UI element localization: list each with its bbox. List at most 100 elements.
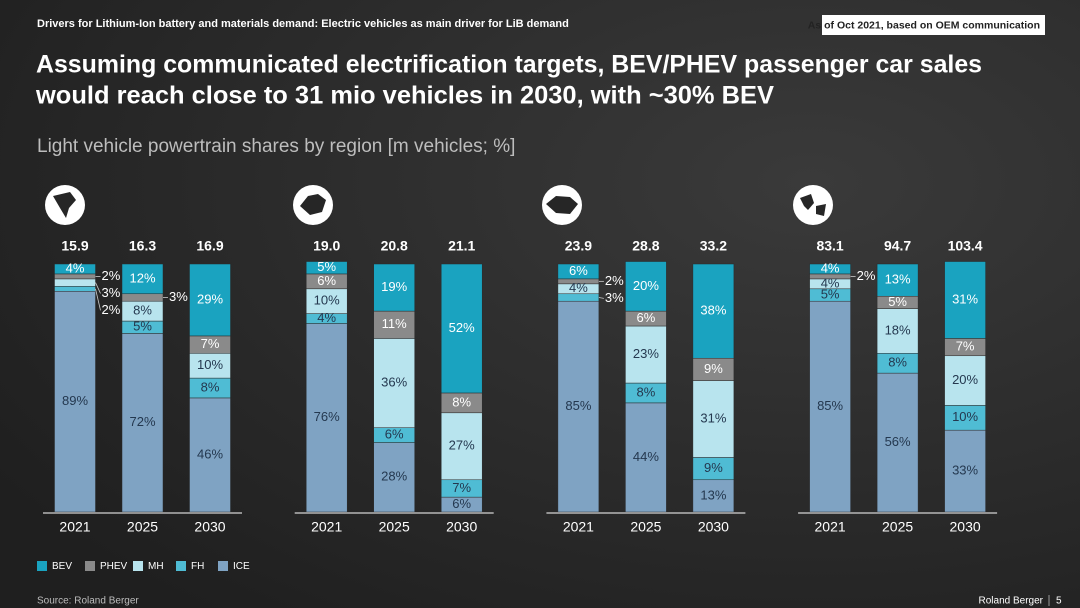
- total-label: 94.7: [884, 238, 911, 254]
- total-label: 21.1: [448, 238, 475, 254]
- brand: Roland Berger: [979, 596, 1044, 607]
- value-label: 31%: [952, 291, 978, 306]
- value-label: 76%: [314, 409, 340, 424]
- bar-segment: [557, 300, 600, 513]
- total-label: 28.8: [632, 238, 659, 254]
- value-label: 36%: [381, 374, 407, 389]
- bar-segment: [121, 293, 164, 302]
- bar-segment: [121, 263, 164, 295]
- legend-label: PHEV: [100, 561, 128, 572]
- value-label: 20%: [952, 372, 978, 387]
- bar-segment: [692, 479, 735, 513]
- legend-label: BEV: [52, 561, 72, 572]
- value-label: 8%: [201, 379, 220, 394]
- bar-segment: [944, 355, 986, 406]
- x-tick-label: 2025: [630, 519, 661, 535]
- value-label: 4%: [317, 310, 336, 325]
- value-label: 23%: [633, 346, 659, 361]
- value-label: 4%: [821, 260, 840, 275]
- total-label: 16.3: [129, 238, 156, 254]
- icon-world: [793, 185, 833, 225]
- x-tick-label: 2021: [815, 519, 846, 535]
- bar-segment: [373, 338, 415, 428]
- total-label: 15.9: [61, 238, 88, 254]
- total-label: 16.9: [196, 238, 223, 254]
- icon-shape: [300, 194, 326, 215]
- legend-swatch: [133, 561, 143, 571]
- value-label: 4%: [821, 275, 840, 290]
- x-tick-label: 2025: [127, 519, 158, 535]
- value-label: 6%: [317, 273, 336, 288]
- bar-segment: [440, 412, 483, 481]
- value-label: 8%: [888, 355, 907, 370]
- value-label: 20%: [633, 278, 659, 293]
- value-label: 2%: [102, 302, 121, 317]
- bar-segment: [876, 263, 919, 297]
- bar-segment: [944, 261, 986, 339]
- legend-label: ICE: [233, 561, 250, 572]
- bar-segment: [54, 263, 96, 275]
- value-label: 12%: [129, 270, 155, 285]
- value-label: 8%: [452, 394, 471, 409]
- bar-segment: [625, 402, 667, 513]
- legend-label: FH: [191, 561, 204, 572]
- total-label: 20.8: [381, 238, 408, 254]
- bar-segment: [692, 263, 735, 359]
- icon-shape: [53, 192, 76, 218]
- bar-segment: [305, 261, 348, 275]
- bar-segment: [876, 308, 919, 354]
- value-label: 28%: [381, 469, 407, 484]
- x-tick-label: 2030: [446, 519, 477, 535]
- value-label: 19%: [381, 279, 407, 294]
- bar-segment: [809, 263, 851, 275]
- value-label: 8%: [133, 303, 152, 318]
- bar-segment: [54, 278, 96, 287]
- value-label: 85%: [817, 398, 843, 413]
- value-label: 6%: [385, 427, 404, 442]
- value-label: 4%: [66, 260, 85, 275]
- x-tick-label: 2021: [563, 519, 594, 535]
- value-label: 13%: [700, 487, 726, 502]
- bar-segment: [692, 380, 735, 458]
- bar-segment: [625, 261, 667, 312]
- region-icons: [45, 185, 833, 225]
- value-label: 44%: [633, 449, 659, 464]
- bar-segment: [944, 429, 986, 513]
- tag-box: [822, 15, 1045, 35]
- bar-segment: [305, 323, 348, 513]
- label-leader: [598, 297, 604, 299]
- value-label: 5%: [317, 259, 336, 274]
- total-label: 19.0: [313, 238, 340, 254]
- value-label: 3%: [169, 289, 188, 304]
- bar-segment: [189, 397, 231, 513]
- legend-swatch: [176, 561, 186, 571]
- bar-segment: [440, 263, 483, 394]
- bar-segment: [944, 405, 986, 431]
- value-label: 33%: [952, 463, 978, 478]
- total-label: 83.1: [816, 238, 843, 254]
- tag: As of Oct 2021, based on OEM communicati…: [808, 19, 1040, 31]
- value-label: 6%: [637, 310, 656, 325]
- title-line: Assuming communicated electrification ta…: [36, 51, 982, 79]
- total-label: 33.2: [700, 238, 727, 254]
- value-label: 5%: [821, 286, 840, 301]
- value-label: 18%: [885, 322, 911, 337]
- x-tick-label: 2021: [59, 519, 90, 535]
- value-label: 13%: [885, 272, 911, 287]
- icon-shape: [546, 196, 578, 214]
- bar-segment: [189, 353, 231, 379]
- value-label: 11%: [382, 316, 407, 331]
- icon-shape: [800, 194, 826, 216]
- value-label: 2%: [605, 273, 624, 288]
- source: Source: Roland Berger: [37, 596, 139, 607]
- value-label: 6%: [569, 263, 588, 278]
- subtitle: Light vehicle powertrain shares by regio…: [37, 136, 515, 157]
- bar-segment: [373, 310, 415, 339]
- value-label: 46%: [197, 446, 223, 461]
- x-tick-label: 2021: [311, 519, 342, 535]
- value-label: 10%: [197, 357, 223, 372]
- legend-label: MH: [148, 561, 164, 572]
- x-tick-label: 2025: [882, 519, 913, 535]
- value-label: 7%: [201, 336, 220, 351]
